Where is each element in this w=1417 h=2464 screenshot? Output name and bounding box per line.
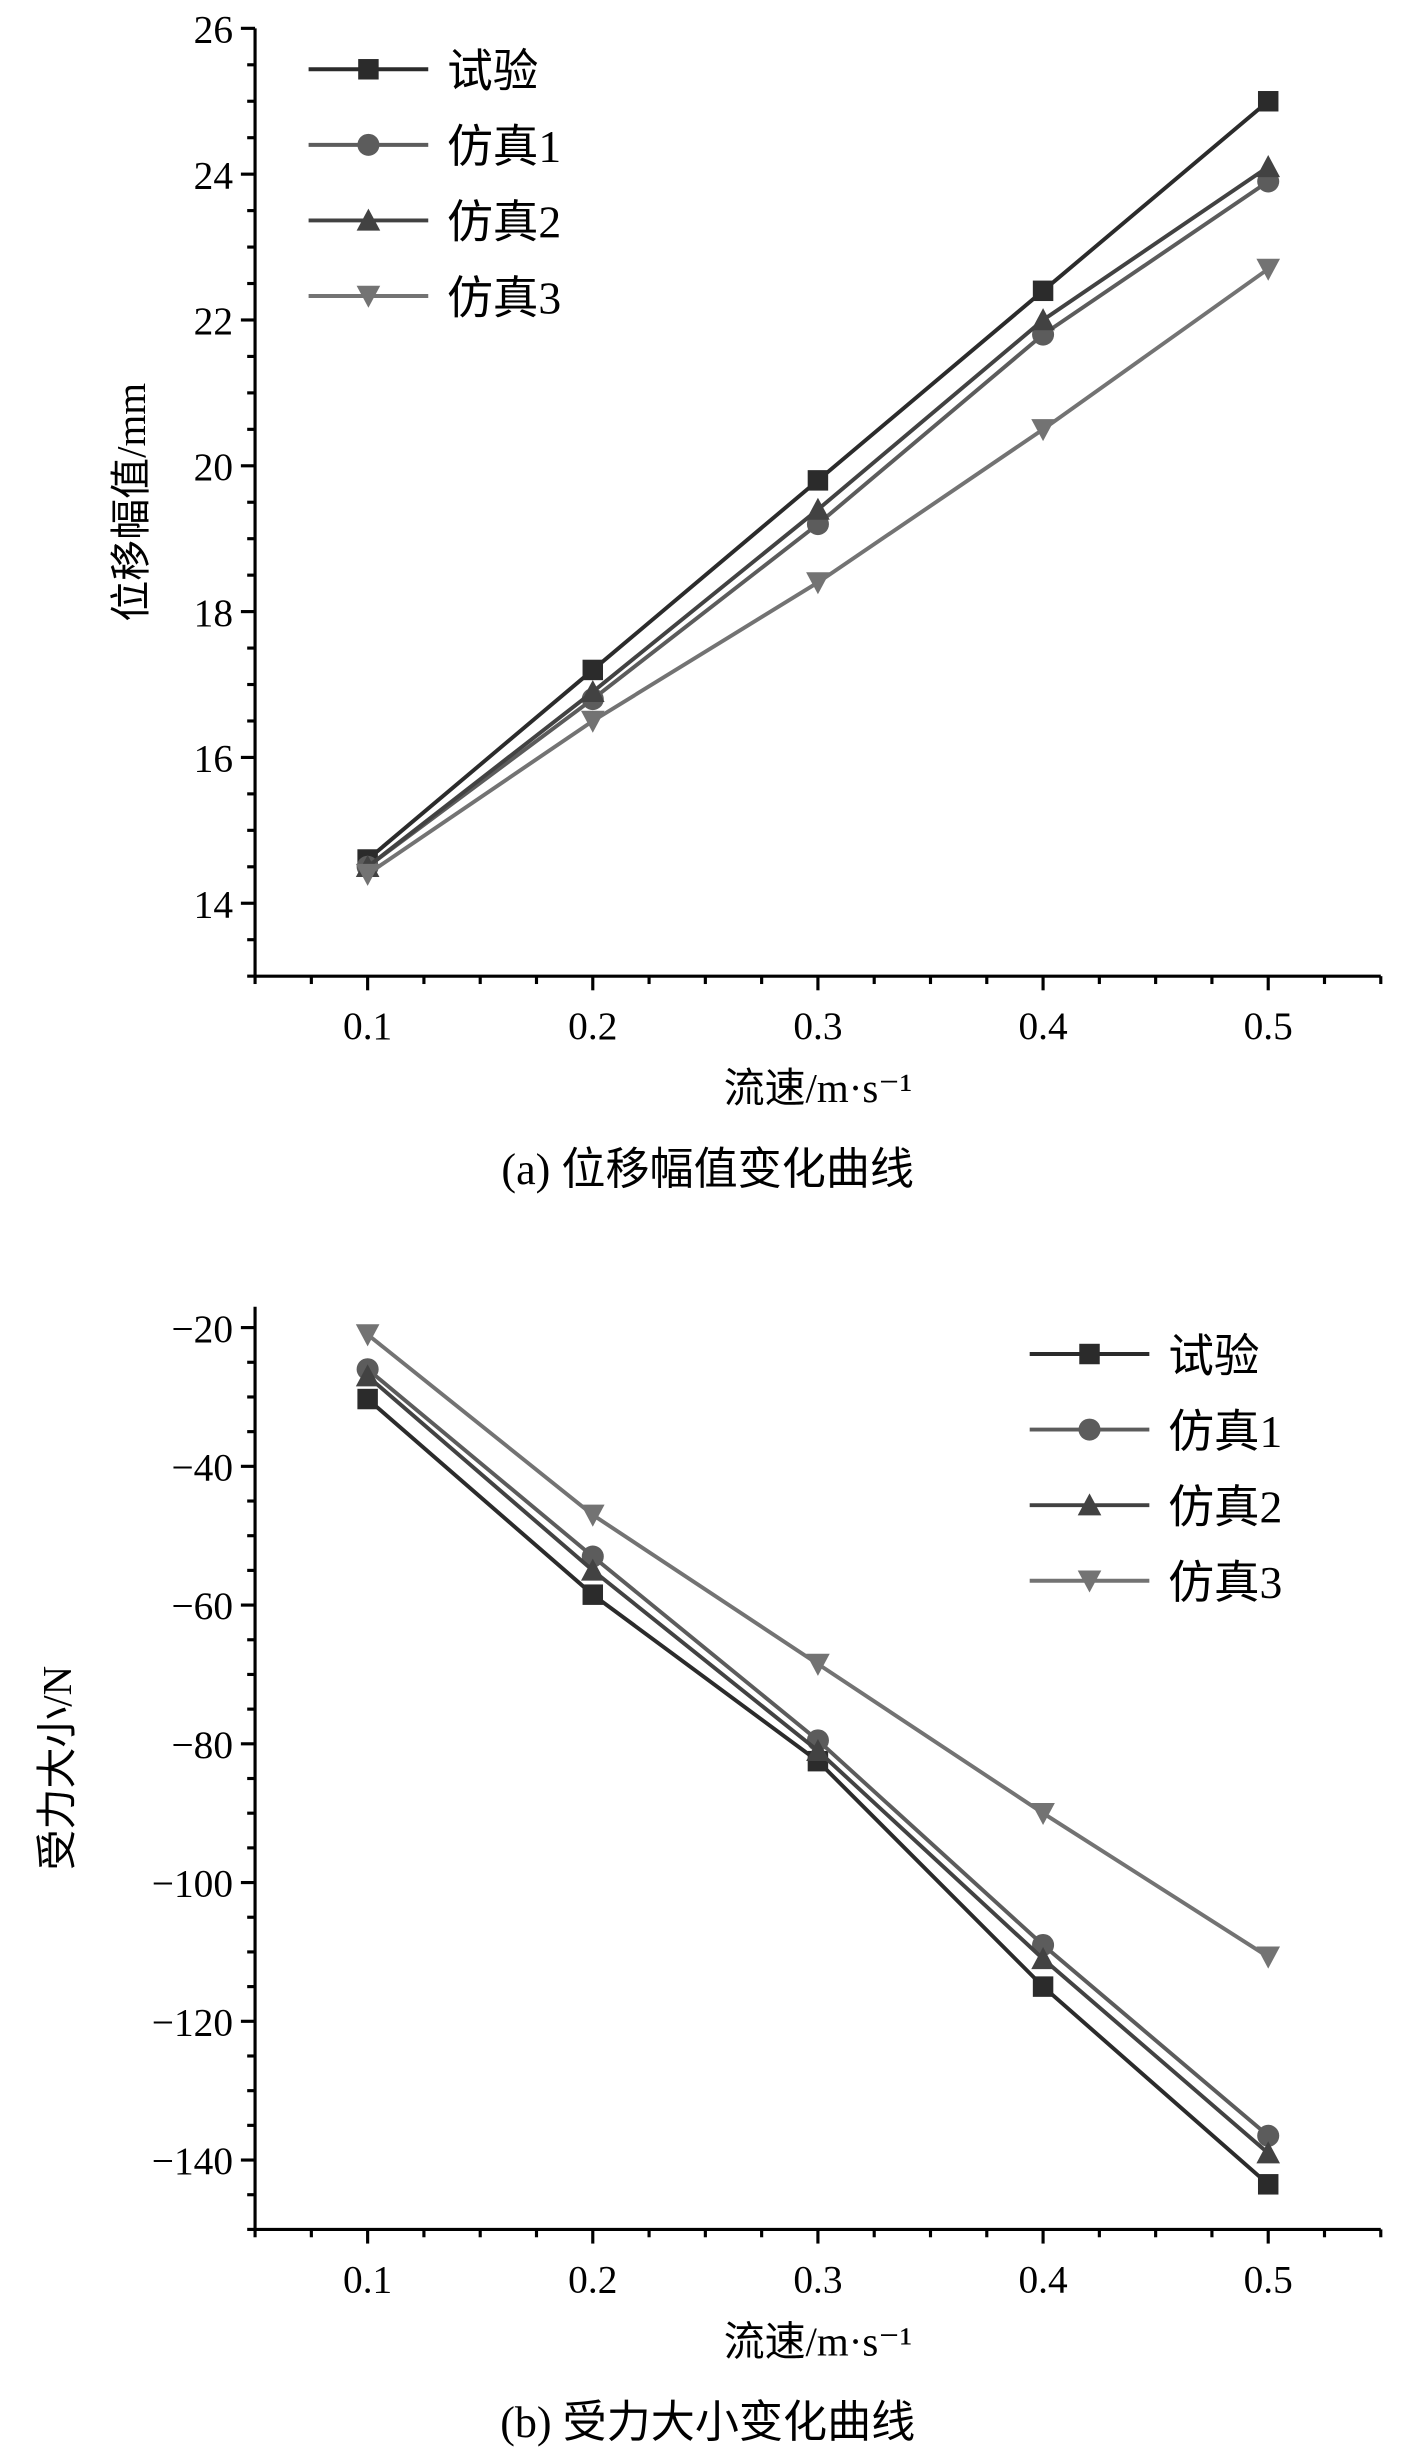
data-point <box>580 1504 605 1527</box>
y-tick-label: −120 <box>152 2000 233 2044</box>
series-2 <box>355 1364 1281 2164</box>
data-point <box>582 1584 604 1605</box>
y-axis-label: 位移幅值/mm <box>109 383 154 622</box>
data-point <box>1031 419 1055 442</box>
chart-caption: (a) 位移幅值变化曲线 <box>501 1145 914 1194</box>
data-point <box>1032 1976 1054 1997</box>
data-point <box>1257 2174 1279 2195</box>
y-tick-label: −40 <box>171 1446 233 1490</box>
y-tick-label: −100 <box>152 1862 233 1906</box>
data-point <box>1257 91 1279 112</box>
legend-item: 试验 <box>308 46 538 97</box>
series-0 <box>357 1388 1279 2195</box>
data-point <box>580 1558 605 1581</box>
y-tick-label: 20 <box>194 445 233 489</box>
chart-panel-1: 0.1 0.2 0.3 0.4 0.5 −140 −120 −100 −80 −60 −40 −20 流… <box>35 1307 1383 2447</box>
x-tick-label: 0.2 <box>568 1004 617 1048</box>
legend-marker <box>1077 1493 1102 1516</box>
data-point <box>580 680 605 703</box>
legend-label: 仿真2 <box>447 197 561 248</box>
chart-caption: (b) 受力大小变化曲线 <box>500 2398 915 2447</box>
legend-label: 仿真2 <box>1168 1481 1282 1532</box>
legend-item: 仿真3 <box>308 272 561 323</box>
legend-label: 仿真1 <box>447 121 561 172</box>
data-point <box>1256 155 1281 178</box>
legend-item: 仿真1 <box>1029 1406 1282 1457</box>
data-point <box>581 1545 604 1568</box>
data-point <box>806 497 830 520</box>
legend-marker <box>1078 1418 1101 1441</box>
y-tick-label: 26 <box>194 8 233 52</box>
x-axis-label: 流速/m·s⁻¹ <box>724 1066 912 1111</box>
legend-label: 仿真1 <box>1168 1406 1282 1457</box>
x-tick-label: 0.1 <box>343 2257 392 2301</box>
data-point <box>1256 1946 1281 1969</box>
series-line <box>366 267 1270 876</box>
y-tick-label: 16 <box>194 737 233 781</box>
data-point <box>580 710 605 733</box>
series-3 <box>355 1324 1281 1969</box>
legend-label: 试验 <box>447 46 538 97</box>
data-point <box>1256 258 1281 281</box>
series-2 <box>355 155 1281 878</box>
data-point <box>355 1364 380 1387</box>
data-point <box>1256 2141 1281 2164</box>
series-line <box>366 1397 1270 2186</box>
data-point <box>355 863 380 886</box>
x-tick-label: 0.3 <box>793 1004 842 1048</box>
legend-label: 试验 <box>1168 1330 1259 1381</box>
data-point <box>1032 1933 1055 1957</box>
x-tick-label: 0.3 <box>793 2257 842 2301</box>
legend-item: 仿真2 <box>308 197 561 248</box>
legend-label: 仿真3 <box>447 272 561 323</box>
data-point <box>807 470 829 491</box>
legend-marker <box>357 133 380 156</box>
data-point <box>357 1388 378 1410</box>
legend-item: 仿真1 <box>308 121 561 172</box>
x-tick-label: 0.4 <box>1018 2257 1068 2301</box>
y-tick-label: −20 <box>171 1307 233 1351</box>
data-point <box>806 1653 830 1676</box>
data-point <box>1257 2124 1280 2147</box>
data-point <box>582 659 604 681</box>
y-tick-label: 22 <box>194 299 233 343</box>
series-3 <box>355 258 1281 886</box>
y-tick-label: −80 <box>171 1723 233 1767</box>
data-point <box>1031 308 1055 331</box>
legend-item: 试验 <box>1029 1330 1260 1381</box>
legend-marker <box>358 59 379 80</box>
legend-item: 仿真2 <box>1029 1481 1282 1532</box>
data-point <box>806 572 830 595</box>
x-tick-label: 0.4 <box>1018 1004 1068 1048</box>
y-tick-label: 14 <box>194 882 234 926</box>
legend-marker <box>356 208 381 231</box>
legend-marker <box>1077 1570 1102 1593</box>
x-tick-label: 0.2 <box>568 2257 617 2301</box>
data-point <box>1031 1947 1055 1970</box>
chart-panel-0: 0.1 0.2 0.3 0.4 0.5 14 16 18 20 22 24 26 流速/m·s⁻¹ 位移幅… <box>109 8 1383 1194</box>
data-point <box>1031 1802 1055 1825</box>
legend-label: 仿真3 <box>1168 1557 1282 1608</box>
data-point <box>806 1738 830 1761</box>
y-tick-label: −140 <box>152 2139 233 2183</box>
x-tick-label: 0.5 <box>1244 1004 1293 1048</box>
data-point <box>355 1324 380 1347</box>
legend-item: 仿真3 <box>1029 1557 1282 1608</box>
data-point <box>1032 280 1054 302</box>
y-tick-label: −60 <box>171 1584 233 1628</box>
x-tick-label: 0.5 <box>1244 2257 1293 2301</box>
y-tick-label: 24 <box>194 153 234 197</box>
legend-marker <box>1079 1343 1100 1365</box>
x-axis-label: 流速/m·s⁻¹ <box>724 2319 912 2364</box>
y-axis-label: 受力大小/N <box>35 1666 80 1871</box>
y-tick-label: 18 <box>194 591 233 635</box>
legend-marker <box>356 285 381 308</box>
x-tick-label: 0.1 <box>343 1004 392 1048</box>
